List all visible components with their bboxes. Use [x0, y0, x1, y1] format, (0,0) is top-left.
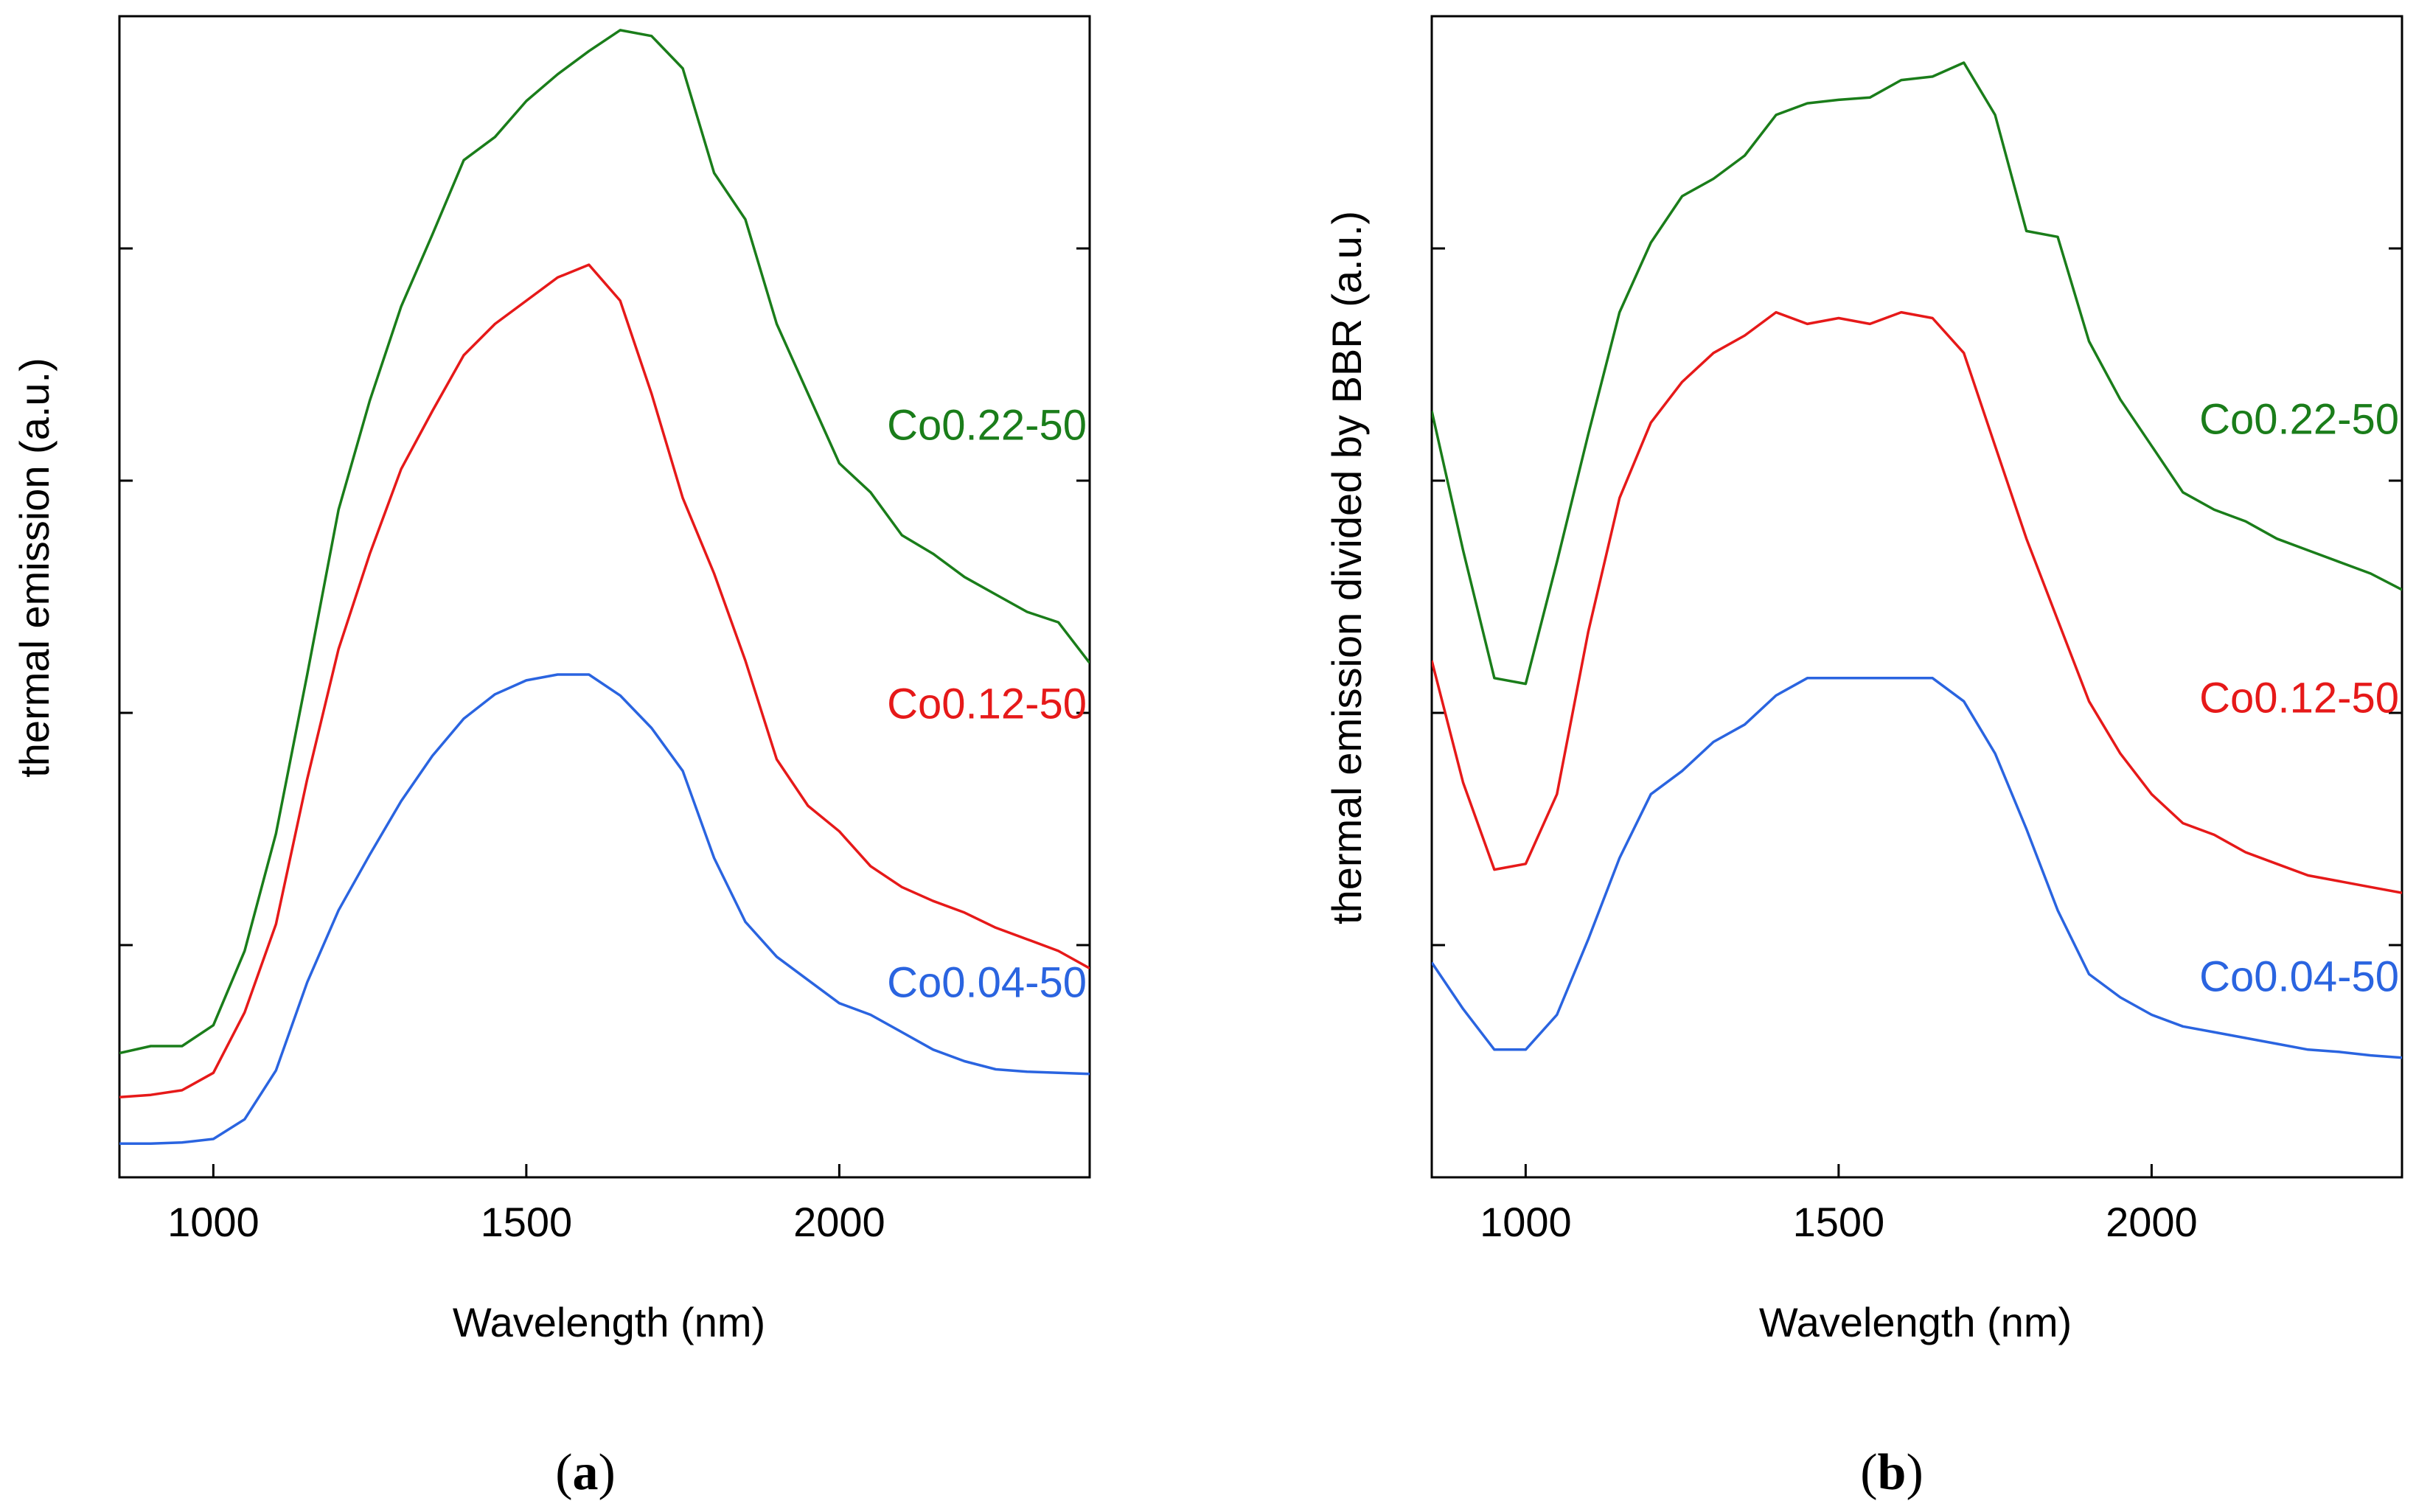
series-label-a: Co0.12-50 — [887, 680, 1087, 728]
series-line-co012-50-b — [1432, 310, 2402, 894]
panel-label-b: (b) — [1860, 1444, 1924, 1501]
plot-frame-a — [118, 15, 1091, 1179]
series-label-b: Co0.04-50 — [2199, 953, 2399, 1001]
x-tick-label-b: 1000 — [1480, 1199, 1572, 1245]
series-line-co022-50-b — [1432, 61, 2402, 686]
series-label-b: Co0.22-50 — [2199, 396, 2399, 444]
plot-frame-b — [1430, 15, 2403, 1179]
x-tick-label-b: 2000 — [2106, 1199, 2198, 1245]
series-label-a: Co0.22-50 — [887, 401, 1087, 449]
series-label-a: Co0.04-50 — [887, 958, 1087, 1006]
x-tick-label-a: 1500 — [481, 1199, 573, 1245]
series-line-co022-50-a — [119, 29, 1090, 1055]
x-tick-label-a: 2000 — [793, 1199, 885, 1245]
xlabel-b: Wavelength (nm) — [1759, 1299, 2072, 1345]
series-label-b: Co0.12-50 — [2199, 675, 2399, 722]
plot-area-a: 1000 1500 2000 Co0.22-50 Co0.12-50 Co0.04-50 — [118, 15, 1091, 1245]
ylabel-b: thermal emission divided by BBR (a.u.) — [1323, 211, 1370, 924]
x-tick-label-b: 1500 — [1793, 1199, 1885, 1245]
panel-b: 1000 1500 2000Co0.22-50Co0.12-50Co0.04-50 … — [1323, 15, 2403, 1501]
series-line-co004-50-a — [119, 673, 1090, 1146]
series-line-co012-50-a — [119, 263, 1090, 1099]
plot-area-b: 1000 1500 2000 Co0.22-50 Co0.12-50 Co0.04-50 — [1430, 15, 2403, 1245]
x-tick-label-a: 1000 — [167, 1199, 260, 1245]
panel-a: 1000 1500 2000Co0.22-50Co0.12-50Co0.04-50 … — [11, 15, 1091, 1501]
panel-label-a: (a) — [555, 1444, 616, 1501]
ylabel-a: thermal emission (a.u.) — [11, 358, 58, 778]
series-line-co004-50-b — [1432, 677, 2402, 1059]
xlabel-a: Wavelength (nm) — [453, 1299, 765, 1345]
